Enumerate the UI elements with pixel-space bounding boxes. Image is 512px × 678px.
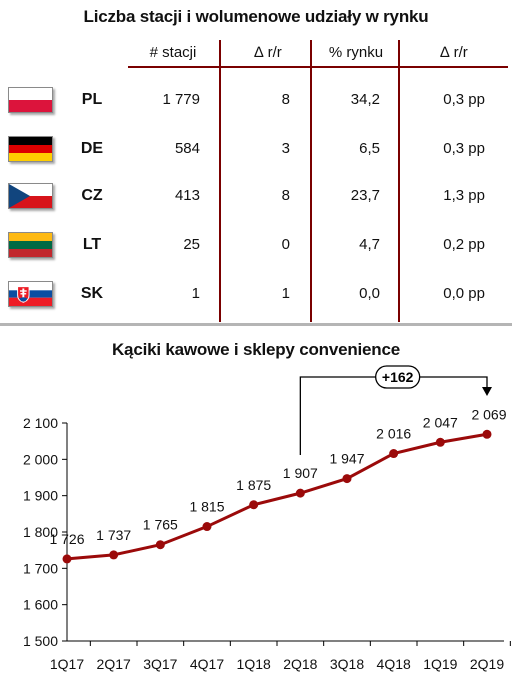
x-tick-label: 1Q19 <box>423 656 457 672</box>
slovakia-flag-icon <box>8 281 53 307</box>
data-point <box>62 554 72 564</box>
germany-flag-icon <box>8 136 53 162</box>
stations-change: 8 <box>281 187 290 204</box>
data-point <box>249 500 259 510</box>
stations-count: 1 <box>191 285 200 302</box>
data-label: 1 726 <box>49 531 84 547</box>
stations-count: 413 <box>174 187 200 204</box>
market-share-change: 0,0 pp <box>443 285 485 302</box>
market-share: 23,7 <box>350 187 380 204</box>
y-tick-label: 1 500 <box>23 633 58 649</box>
market-share-change: 0,3 pp <box>443 140 485 157</box>
stations-count: 25 <box>183 236 200 253</box>
chart-title: Kąciki kawowe i sklepy convenience <box>111 340 400 359</box>
x-tick-label: 2Q18 <box>283 656 317 672</box>
data-label: 1 947 <box>329 451 364 467</box>
x-tick-label: 3Q18 <box>330 656 364 672</box>
czech-flag-icon <box>8 183 53 209</box>
y-tick-label: 2 000 <box>23 451 58 467</box>
market-share-change: 0,3 pp <box>443 91 485 108</box>
y-tick-label: 1 700 <box>23 560 58 576</box>
data-label: 2 069 <box>471 406 506 422</box>
market-share-change: 1,3 pp <box>443 187 485 204</box>
data-label: 1 815 <box>189 499 224 515</box>
market-share: 4,7 <box>359 236 380 253</box>
y-tick-label: 2 100 <box>23 415 58 431</box>
data-point <box>482 429 492 439</box>
data-point <box>435 437 445 447</box>
section-separator <box>0 323 512 326</box>
data-label: 1 875 <box>236 477 271 493</box>
header-underline <box>128 66 508 68</box>
market-share: 0,0 <box>359 285 380 302</box>
x-tick-label: 4Q18 <box>377 656 411 672</box>
table-title: Liczba stacji i wolumenowe udziały w ryn… <box>83 7 429 26</box>
lithuania-flag-icon <box>8 232 53 258</box>
annotation-badge <box>375 365 421 389</box>
data-label: 2 047 <box>423 414 458 430</box>
data-label: 2 016 <box>376 426 411 442</box>
data-point <box>202 522 212 532</box>
y-tick-label: 1 600 <box>23 597 58 613</box>
stations-change: 0 <box>281 236 290 253</box>
annotation-bracket <box>299 376 488 455</box>
country-code: LT <box>82 236 102 253</box>
header-stations-change: ∆ r/r <box>254 44 282 61</box>
annotation-arrowhead <box>482 387 492 396</box>
x-tick-label: 1Q18 <box>237 656 271 672</box>
y-tick-label: 1 800 <box>23 524 58 540</box>
country-code: DE <box>80 140 104 157</box>
data-point <box>295 488 305 498</box>
country-code: PL <box>81 91 103 108</box>
annotation-label: +162 <box>382 369 414 385</box>
x-tick-label: 2Q19 <box>470 656 504 672</box>
data-point <box>155 540 165 550</box>
data-label: 1 907 <box>283 465 318 481</box>
market-share: 6,5 <box>359 140 380 157</box>
market-share-change: 0,2 pp <box>443 236 485 253</box>
data-point <box>342 474 352 484</box>
y-tick-label: 1 900 <box>23 488 58 504</box>
stations-change: 1 <box>281 285 290 302</box>
stations-count: 584 <box>174 140 200 157</box>
country-code: SK <box>80 285 104 302</box>
data-label: 1 765 <box>143 517 178 533</box>
stations-change: 3 <box>281 140 290 157</box>
series-line <box>66 432 488 561</box>
stations-count: 1 779 <box>162 91 200 108</box>
header-stations: # stacji <box>149 44 197 61</box>
x-tick-label: 1Q17 <box>50 656 84 672</box>
column-divider <box>310 40 312 322</box>
market-share: 34,2 <box>350 91 380 108</box>
x-tick-label: 2Q17 <box>97 656 131 672</box>
column-divider <box>219 40 221 322</box>
x-tick-label: 4Q17 <box>190 656 224 672</box>
data-point <box>109 550 119 560</box>
stations-change: 8 <box>281 91 290 108</box>
country-code: CZ <box>81 187 103 204</box>
data-point <box>389 449 399 459</box>
header-share-change: ∆ r/r <box>440 44 468 61</box>
poland-flag-icon <box>8 87 53 113</box>
column-divider <box>398 40 400 322</box>
header-share: % rynku <box>328 44 384 61</box>
data-label: 1 737 <box>96 527 131 543</box>
x-tick-label: 3Q17 <box>143 656 177 672</box>
